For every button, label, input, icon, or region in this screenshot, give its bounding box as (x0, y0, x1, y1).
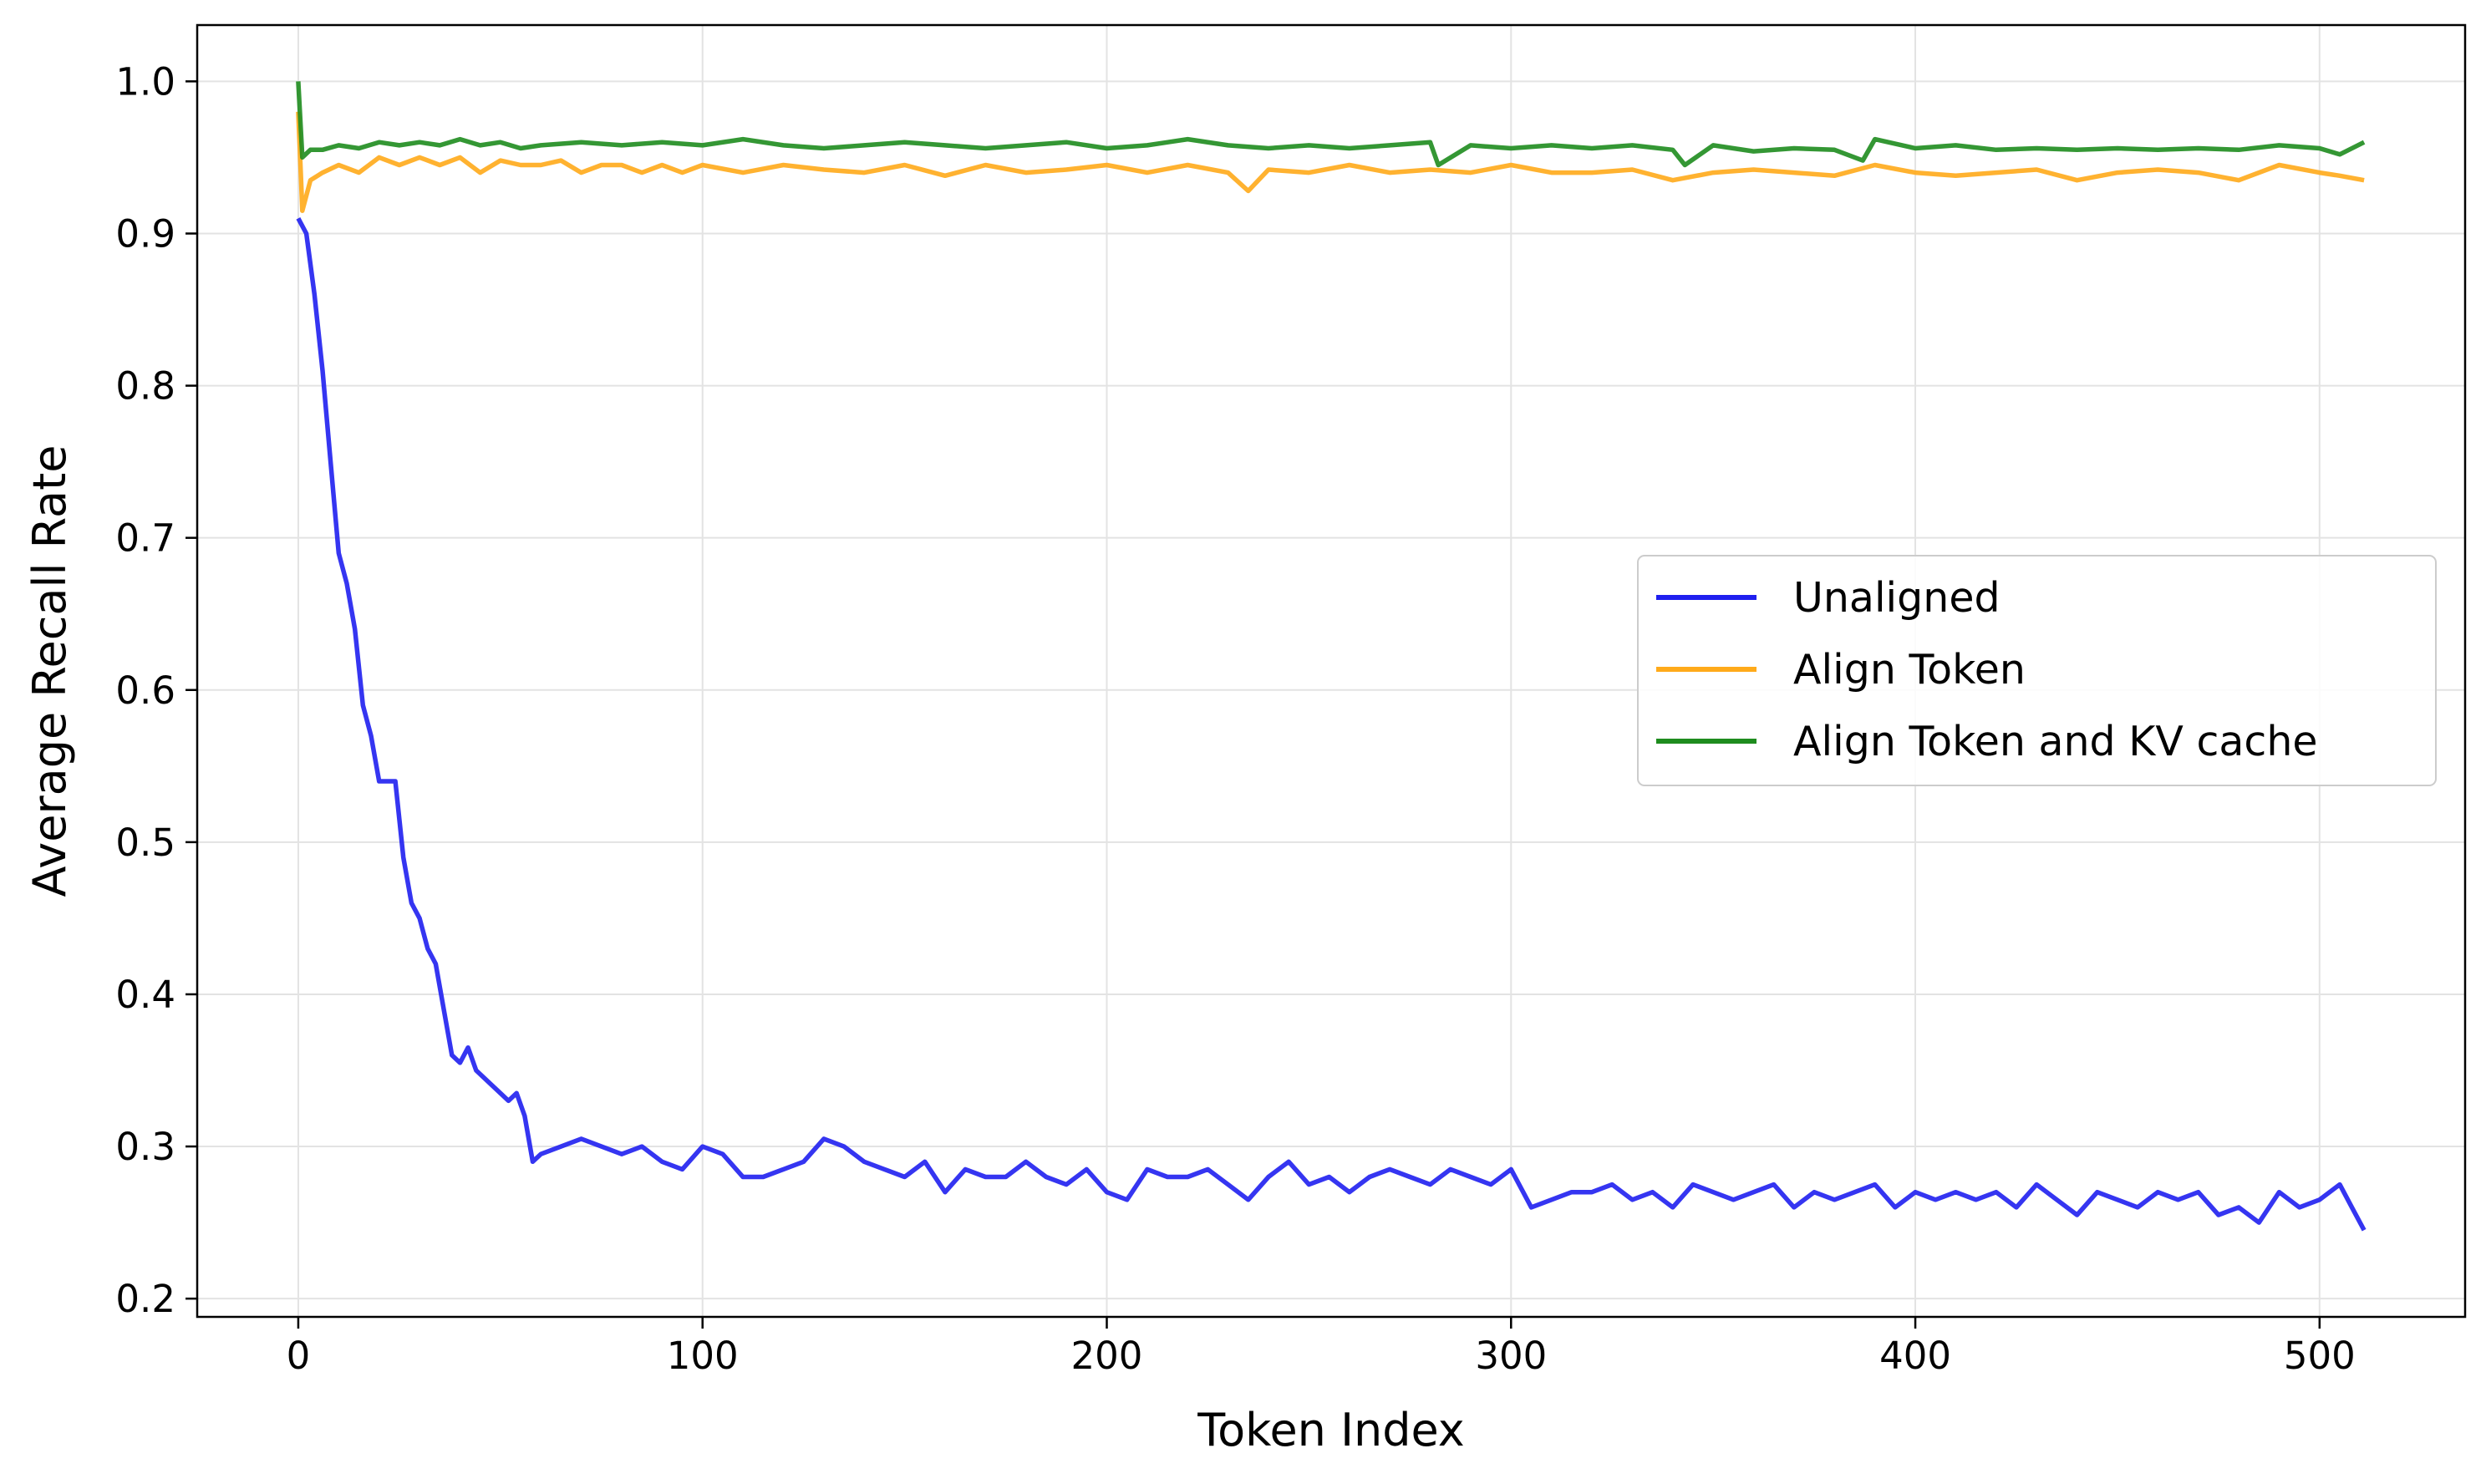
y-tick-label: 0.9 (115, 211, 175, 256)
x-tick-label: 500 (2284, 1334, 2356, 1378)
y-tick-label: 0.5 (115, 821, 175, 865)
y-axis-title: Average Recall Rate (23, 445, 76, 897)
align-token-and-kv-cache-line (296, 81, 2366, 168)
y-tick-label: 0.4 (115, 973, 175, 1017)
x-axis-title: Token Index (1197, 1404, 1464, 1456)
x-tick-label: 0 (287, 1334, 311, 1378)
x-tick-label: 300 (1475, 1334, 1547, 1378)
y-tick-label: 0.7 (115, 516, 175, 561)
x-tick-label: 200 (1071, 1334, 1143, 1378)
legend-label: Align Token (1793, 646, 2026, 694)
x-tick-label: 100 (667, 1334, 739, 1378)
legend-label: Unaligned (1793, 574, 2000, 622)
legend-label: Align Token and KV cache (1793, 718, 2318, 765)
x-tick-label: 400 (1879, 1334, 1951, 1378)
unaligned-line (296, 217, 2367, 1232)
y-tick-label: 0.3 (115, 1125, 175, 1169)
plot-frame (196, 23, 2467, 1319)
align-token-line (296, 111, 2365, 213)
y-tick-label: 0.8 (115, 364, 175, 409)
y-tick-label: 0.6 (115, 668, 175, 713)
y-tick-label: 1.0 (115, 59, 175, 104)
y-axis-ticks: 0.2 0.3 0.4 0.5 0.6 0.7 0.8 0.9 1.0 (115, 59, 197, 1321)
x-axis-ticks: 0 100 200 300 400 500 (287, 1317, 2356, 1378)
series-lines (296, 81, 2367, 1232)
legend-box (1637, 555, 2437, 786)
y-tick-label: 0.2 (115, 1277, 175, 1321)
legend: Unaligned Align Token Align Token and KV c… (1637, 555, 2437, 786)
